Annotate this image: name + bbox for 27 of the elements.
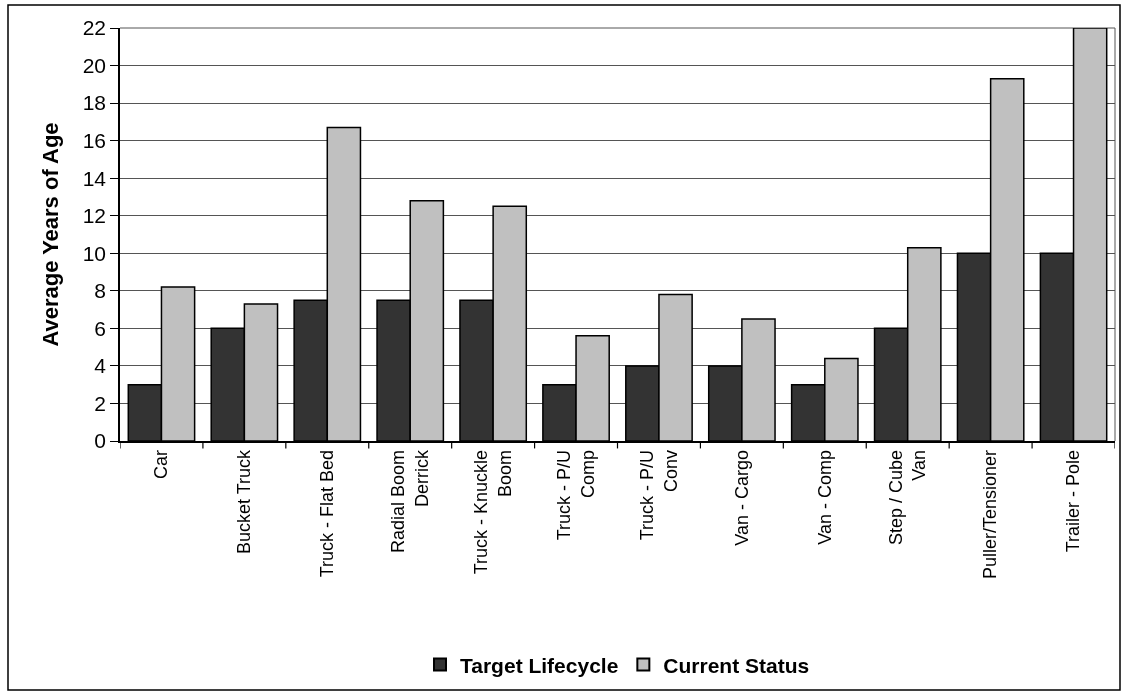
x-tick-label: Bucket Truck [234,448,255,554]
x-tick-label: Van - Comp [814,449,835,545]
y-tick-label: 14 [82,166,107,190]
y-tick-label: 10 [82,241,107,265]
x-tick-label: Van - Cargo [731,449,752,546]
x-tick-label: Trailer - Pole [1063,449,1084,553]
x-tick-label: Puller/Tensioner [980,449,1001,580]
x-tick-label: Truck - Flat Bed [317,449,338,578]
y-tick-label: 18 [82,91,107,115]
x-tick-label: Step / Cube Van [885,449,930,546]
x-tick-label: Truck - P/U Conv [637,449,681,541]
y-tick-label: 22 [82,16,107,40]
y-tick-label: 8 [94,279,107,303]
x-tick-label: Truck - P/U Comp [554,449,598,541]
y-axis-title: Average Years of Age [37,122,63,347]
y-tick-label: 4 [94,354,107,378]
y-tick-label: 0 [94,429,107,453]
y-tick-label: 6 [94,316,107,340]
legend-label: Target Lifecycle [460,653,619,677]
y-tick-label: 12 [82,204,107,228]
y-tick-label: 16 [82,128,107,152]
x-tick-label: Truck - Knuckle Boom [471,449,515,575]
legend-label: Current Status [663,653,810,677]
x-tick-label: Car [151,449,172,479]
y-tick-label: 20 [82,53,107,77]
x-tick-label: Radial Boom Derrick [388,448,432,554]
y-tick-label: 2 [94,391,107,415]
